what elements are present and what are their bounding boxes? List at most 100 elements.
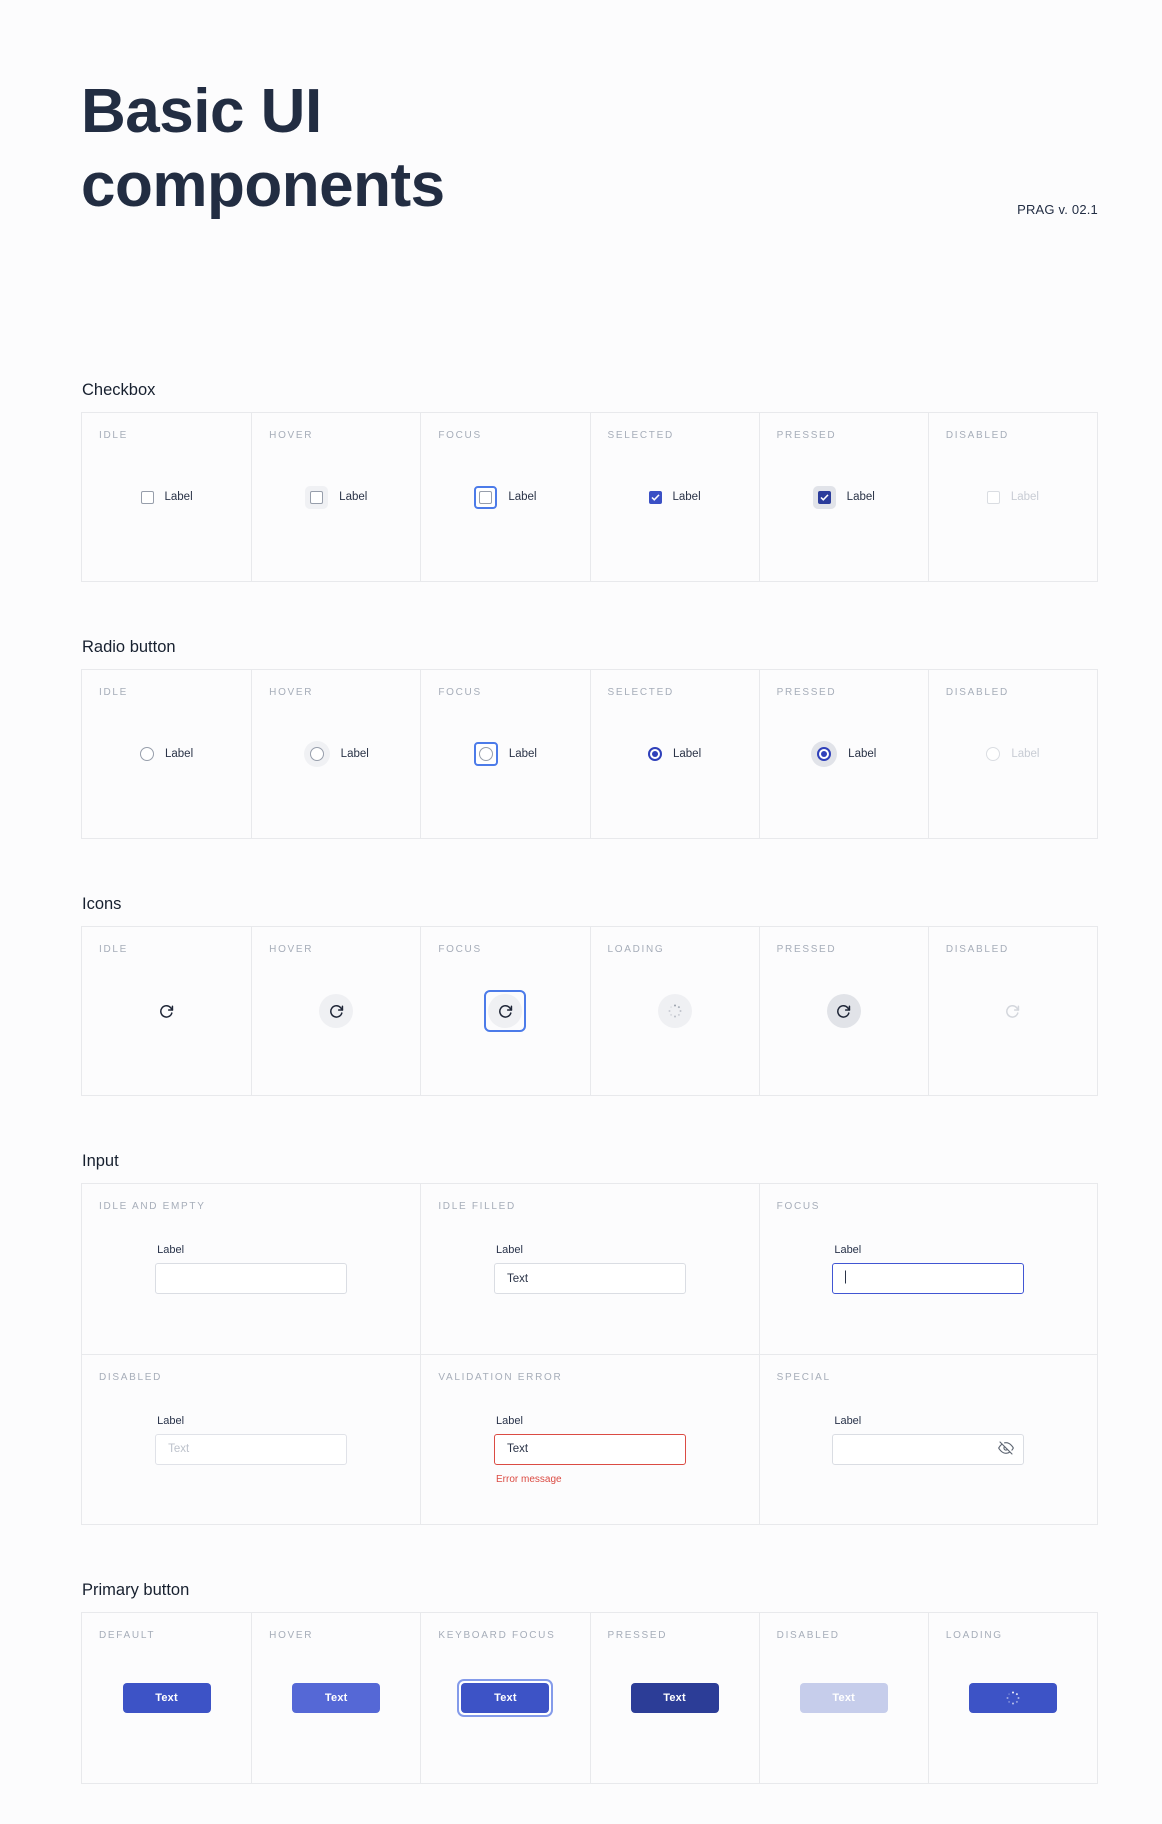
state-caption: IDLE FILLED <box>438 1201 516 1212</box>
form-field: Label <box>832 1415 1025 1465</box>
radio-cell-hover: HOVER Label <box>251 670 420 838</box>
hover-halo <box>303 741 330 767</box>
state-caption: SPECIAL <box>776 1372 831 1383</box>
refresh-icon-button-hover[interactable] <box>319 994 354 1028</box>
radio-cell-pressed: PRESSED Label <box>758 670 928 838</box>
input-cell-idle-empty: IDLE AND EMPTY Label <box>82 1184 420 1354</box>
checkbox-box <box>986 490 1000 504</box>
button-cell-pressed: PRESSED Text <box>589 1613 759 1783</box>
error-message: Error message <box>495 1473 562 1485</box>
field-label: Label <box>157 1414 185 1427</box>
field-label: Label <box>495 1244 523 1256</box>
state-caption: SELECTED <box>607 430 674 441</box>
state-caption: FOCUS <box>438 430 482 441</box>
radio-label: Label <box>508 748 537 760</box>
state-caption: DISABLED <box>99 1372 163 1383</box>
radio-circle <box>986 747 1001 761</box>
radio-dot <box>821 751 828 757</box>
radio-label: Label <box>340 748 369 760</box>
checkbox-label: Label <box>672 491 701 503</box>
primary-button-pressed[interactable]: Text <box>630 1683 719 1713</box>
input-cell-focus: FOCUS Label <box>758 1184 1097 1354</box>
text-input-disabled <box>155 1433 348 1465</box>
radio-focus[interactable]: Label <box>473 742 537 766</box>
state-caption: FOCUS <box>438 944 482 955</box>
spinner-icon <box>668 1004 682 1018</box>
radio-pressed[interactable]: Label <box>811 741 876 767</box>
checkmark-icon <box>820 493 829 501</box>
section-heading-icons: Icons <box>82 895 122 913</box>
password-input[interactable] <box>832 1433 1025 1465</box>
text-caret <box>845 1270 847 1284</box>
section-checkbox: Checkbox IDLE Label HOVER Label <box>81 381 1098 582</box>
checkbox-selected[interactable]: Label <box>648 490 701 504</box>
section-icons: Icons IDLE HOVER FOCUS <box>81 895 1098 1096</box>
radio-cell-selected: SELECTED Label <box>589 670 759 838</box>
radio-circle-selected <box>648 747 662 761</box>
form-field: Label <box>832 1244 1025 1294</box>
radio-dot <box>652 751 658 757</box>
state-caption: IDLE <box>99 944 129 955</box>
input-cell-special: SPECIAL Label <box>758 1354 1097 1524</box>
radio-hover[interactable]: Label <box>303 741 369 767</box>
state-caption: HOVER <box>269 430 314 441</box>
section-heading-primary-button: Primary button <box>82 1581 190 1599</box>
field-label: Label <box>157 1244 185 1256</box>
state-caption: LOADING <box>945 1630 1003 1641</box>
button-state-grid: DEFAULT Text HOVER Text KEYBOARD FOCUS T… <box>81 1612 1098 1784</box>
primary-button-focus[interactable]: Text <box>461 1683 550 1713</box>
form-field: Label Error message <box>493 1415 686 1485</box>
state-caption: DISABLED <box>776 1630 840 1641</box>
pressed-halo <box>812 485 836 509</box>
checkbox-cell-selected: SELECTED Label <box>589 413 759 581</box>
refresh-icon-button[interactable] <box>150 994 184 1028</box>
checkbox-pressed[interactable]: Label <box>812 485 875 509</box>
checkbox-idle[interactable]: Label <box>140 490 193 504</box>
state-caption: PRESSED <box>776 944 837 955</box>
radio-idle[interactable]: Label <box>140 747 193 761</box>
icons-state-grid: IDLE HOVER FOCUS LOA <box>81 926 1098 1096</box>
state-caption: DISABLED <box>945 687 1009 698</box>
refresh-icon-button-focus[interactable] <box>488 994 523 1028</box>
focus-ring <box>484 990 527 1032</box>
state-caption: IDLE <box>99 430 129 441</box>
state-caption: DISABLED <box>945 944 1009 955</box>
input-cell-disabled: DISABLED Label <box>82 1354 421 1524</box>
checkbox-focus[interactable]: Label <box>474 485 536 509</box>
version-tag: PRAG v. 02.1 <box>1017 202 1098 217</box>
primary-button-hover[interactable]: Text <box>292 1683 381 1713</box>
checkbox-box <box>140 490 154 504</box>
state-caption: DEFAULT <box>99 1630 156 1641</box>
input-state-grid: IDLE AND EMPTY Label IDLE FILLED Label F… <box>81 1183 1098 1525</box>
text-input-filled[interactable] <box>493 1263 686 1294</box>
primary-button-default[interactable]: Text <box>122 1683 211 1713</box>
refresh-icon-button-pressed[interactable] <box>826 994 861 1028</box>
text-input-error[interactable] <box>493 1433 686 1465</box>
checkbox-box-checked <box>648 490 662 504</box>
refresh-icon <box>329 1004 343 1018</box>
text-input-empty[interactable] <box>155 1263 348 1294</box>
toggle-visibility-button[interactable] <box>998 1440 1015 1456</box>
radio-circle <box>478 747 493 761</box>
checkbox-hover[interactable]: Label <box>305 485 367 509</box>
radio-selected[interactable]: Label <box>648 747 701 761</box>
radio-label: Label <box>673 748 702 760</box>
icon-cell-disabled: DISABLED <box>927 927 1097 1095</box>
section-input: Input IDLE AND EMPTY Label IDLE FILLED L… <box>81 1152 1098 1525</box>
radio-cell-disabled: DISABLED Label <box>927 670 1097 838</box>
checkbox-cell-focus: FOCUS Label <box>420 413 589 581</box>
text-input-focused[interactable] <box>832 1263 1025 1294</box>
state-caption: KEYBOARD FOCUS <box>438 1630 556 1641</box>
checkbox-cell-idle: IDLE Label <box>82 413 251 581</box>
section-heading-input: Input <box>82 1152 119 1170</box>
state-caption: PRESSED <box>607 1630 668 1641</box>
page-title: Basic UI components <box>81 75 1098 223</box>
page-title-line1: Basic UI <box>81 77 322 146</box>
state-caption: HOVER <box>269 1630 314 1641</box>
button-cell-default: DEFAULT Text <box>82 1613 251 1783</box>
button-focus-ring: Text <box>457 1679 554 1717</box>
focus-ring <box>474 485 498 509</box>
refresh-icon <box>160 1004 174 1018</box>
primary-button-loading[interactable] <box>968 1683 1057 1713</box>
